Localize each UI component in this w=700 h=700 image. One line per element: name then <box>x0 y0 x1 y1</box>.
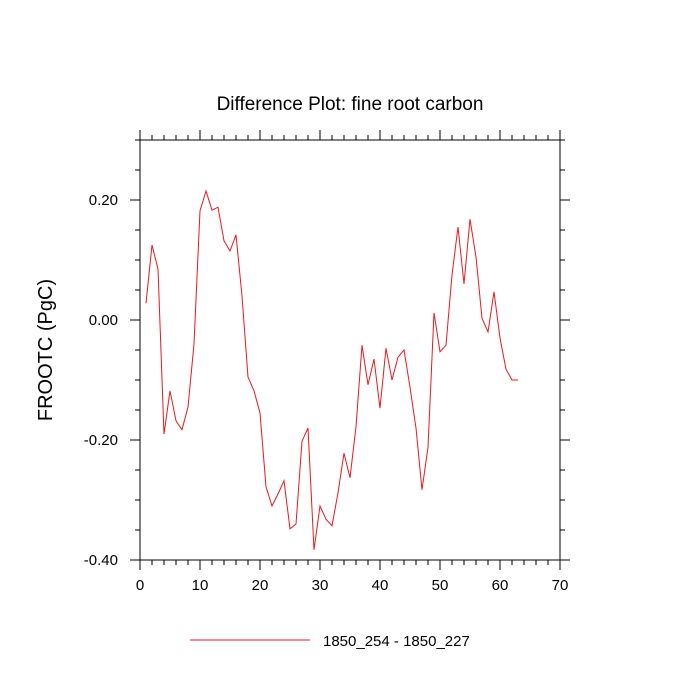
x-tick-label: 40 <box>372 577 389 594</box>
y-tick-label: 0.00 <box>89 312 118 329</box>
legend: 1850_254 - 1850_227 <box>190 633 470 650</box>
x-tick-label: 70 <box>552 577 569 594</box>
legend-label: 1850_254 - 1850_227 <box>323 633 470 650</box>
x-tick-label: 60 <box>492 577 509 594</box>
series-layer <box>145 189 518 550</box>
series-line-0 <box>145 189 518 550</box>
y-tick-label: -0.40 <box>84 552 118 569</box>
y-axis-label: FROOTC (PgC) <box>35 279 57 421</box>
chart-title: Difference Plot: fine root carbon <box>217 94 484 115</box>
axis-ticks <box>130 130 570 570</box>
x-tick-label: 20 <box>252 577 269 594</box>
y-tick-label: 0.20 <box>89 192 118 209</box>
x-tick-label: 0 <box>136 577 144 594</box>
plot-frame <box>139 139 561 561</box>
x-tick-label: 50 <box>432 577 449 594</box>
axis-tick-labels: 0 10 20 30 40 50 60 70 -0.40 -0.20 0.00 0.20 <box>84 192 569 594</box>
x-tick-label: 30 <box>312 577 329 594</box>
x-tick-label: 10 <box>192 577 209 594</box>
y-tick-label: -0.20 <box>84 432 118 449</box>
